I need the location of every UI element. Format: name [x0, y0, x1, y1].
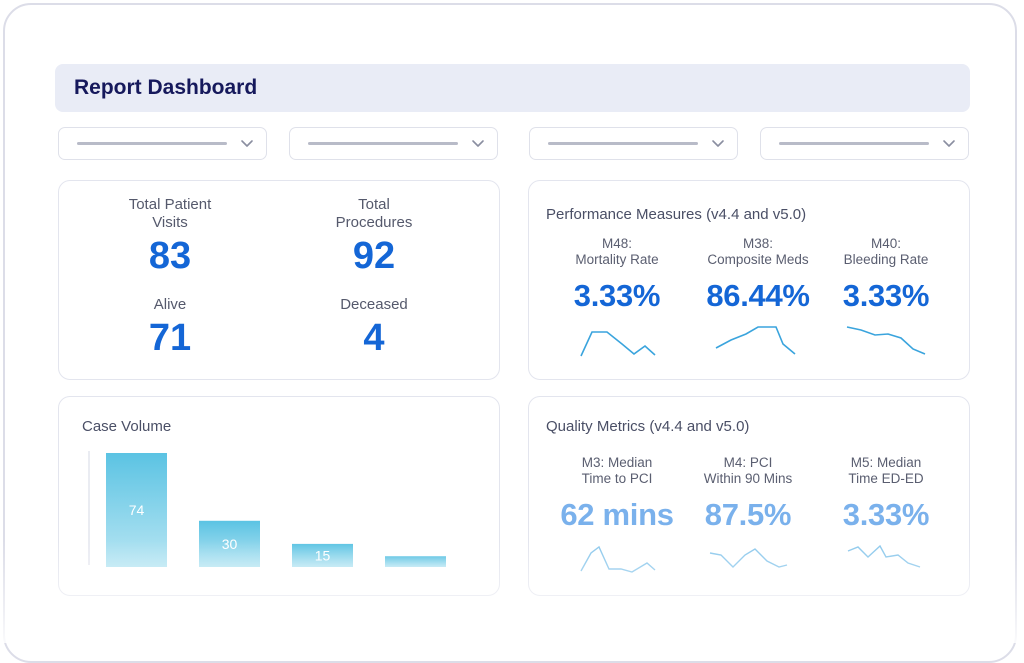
stat-label: Total Procedures: [335, 196, 413, 231]
metric-value: 3.33%: [842, 278, 930, 313]
page-title: Report Dashboard: [74, 76, 258, 99]
dropdown-value-placeholder: [308, 142, 458, 145]
header-bar: Report Dashboard: [55, 64, 970, 112]
metric-label: M4: PCI Within 90 Mins: [703, 455, 793, 486]
stat-alive: Alive 71: [70, 296, 270, 360]
case-volume-bar-label: 15: [315, 547, 331, 563]
metric-m3: M3: Median Time to PCI 62 mins: [547, 455, 687, 579]
sparkline-m3: [580, 545, 656, 573]
metric-m38: M38: Composite Meds 86.44%: [688, 236, 828, 364]
chevron-down-icon: [712, 140, 724, 147]
dropdown-value-placeholder: [779, 142, 929, 145]
sparkline-m48: [580, 331, 656, 357]
stat-total-visits: Total Patient Visits 83: [70, 196, 270, 278]
case-volume-card: Case Volume 74 30 15: [58, 396, 500, 596]
metric-value: 62 mins: [560, 497, 674, 532]
filter-dropdown-1[interactable]: [58, 127, 267, 160]
metric-value: 86.44%: [706, 278, 810, 313]
sparkline-m4: [709, 548, 788, 568]
sparkline-m38: [715, 326, 796, 355]
quality-title: Quality Metrics (v4.4 and v5.0): [546, 418, 750, 435]
chevron-down-icon: [943, 140, 955, 147]
metric-label: M5: Median Time ED-ED: [848, 455, 924, 486]
metric-value: 87.5%: [704, 497, 792, 532]
sparkline-m40: [846, 326, 926, 355]
case-volume-bar: [385, 556, 446, 567]
metric-m40: M40: Bleeding Rate 3.33%: [816, 236, 956, 364]
stat-deceased: Deceased 4: [274, 296, 474, 360]
sparkline-m5: [847, 544, 921, 568]
filter-dropdown-3[interactable]: [529, 127, 738, 160]
dropdown-value-placeholder: [77, 142, 227, 145]
metric-m48: M48: Mortality Rate 3.33%: [547, 236, 687, 364]
case-volume-title: Case Volume: [82, 418, 172, 435]
stat-label: Total Patient Visits: [128, 196, 212, 231]
metric-value: 3.33%: [573, 278, 661, 313]
stat-value: 92: [352, 235, 396, 277]
filter-dropdown-2[interactable]: [289, 127, 498, 160]
stat-total-procedures: Total Procedures 92: [274, 196, 474, 278]
chevron-down-icon: [472, 140, 484, 147]
stat-value: 71: [148, 317, 192, 359]
stat-value: 4: [363, 317, 385, 359]
stat-label: Deceased: [340, 296, 408, 313]
metric-m5: M5: Median Time ED-ED 3.33%: [816, 455, 956, 579]
performance-title: Performance Measures (v4.4 and v5.0): [546, 206, 807, 223]
metric-value: 3.33%: [842, 497, 930, 532]
stat-label: Alive: [153, 296, 187, 313]
case-volume-bar-label: 74: [129, 502, 145, 518]
metric-label: M38: Composite Meds: [707, 236, 809, 267]
chevron-down-icon: [241, 140, 253, 147]
metric-label: M48: Mortality Rate: [575, 236, 659, 267]
dropdown-value-placeholder: [548, 142, 698, 145]
summary-card: Total Patient Visits 83 Total Procedures…: [58, 180, 500, 380]
quality-card: Quality Metrics (v4.4 and v5.0) M3: Medi…: [528, 396, 970, 596]
filter-dropdown-4[interactable]: [760, 127, 969, 160]
metric-label: M40: Bleeding Rate: [843, 236, 929, 267]
performance-card: Performance Measures (v4.4 and v5.0) M48…: [528, 180, 970, 380]
metric-m4: M4: PCI Within 90 Mins 87.5%: [678, 455, 818, 579]
case-volume-bar-label: 30: [222, 536, 238, 552]
case-volume-chart: 74 30 15: [88, 451, 446, 567]
metric-label: M3: Median Time to PCI: [581, 455, 653, 486]
stat-value: 83: [148, 235, 192, 277]
